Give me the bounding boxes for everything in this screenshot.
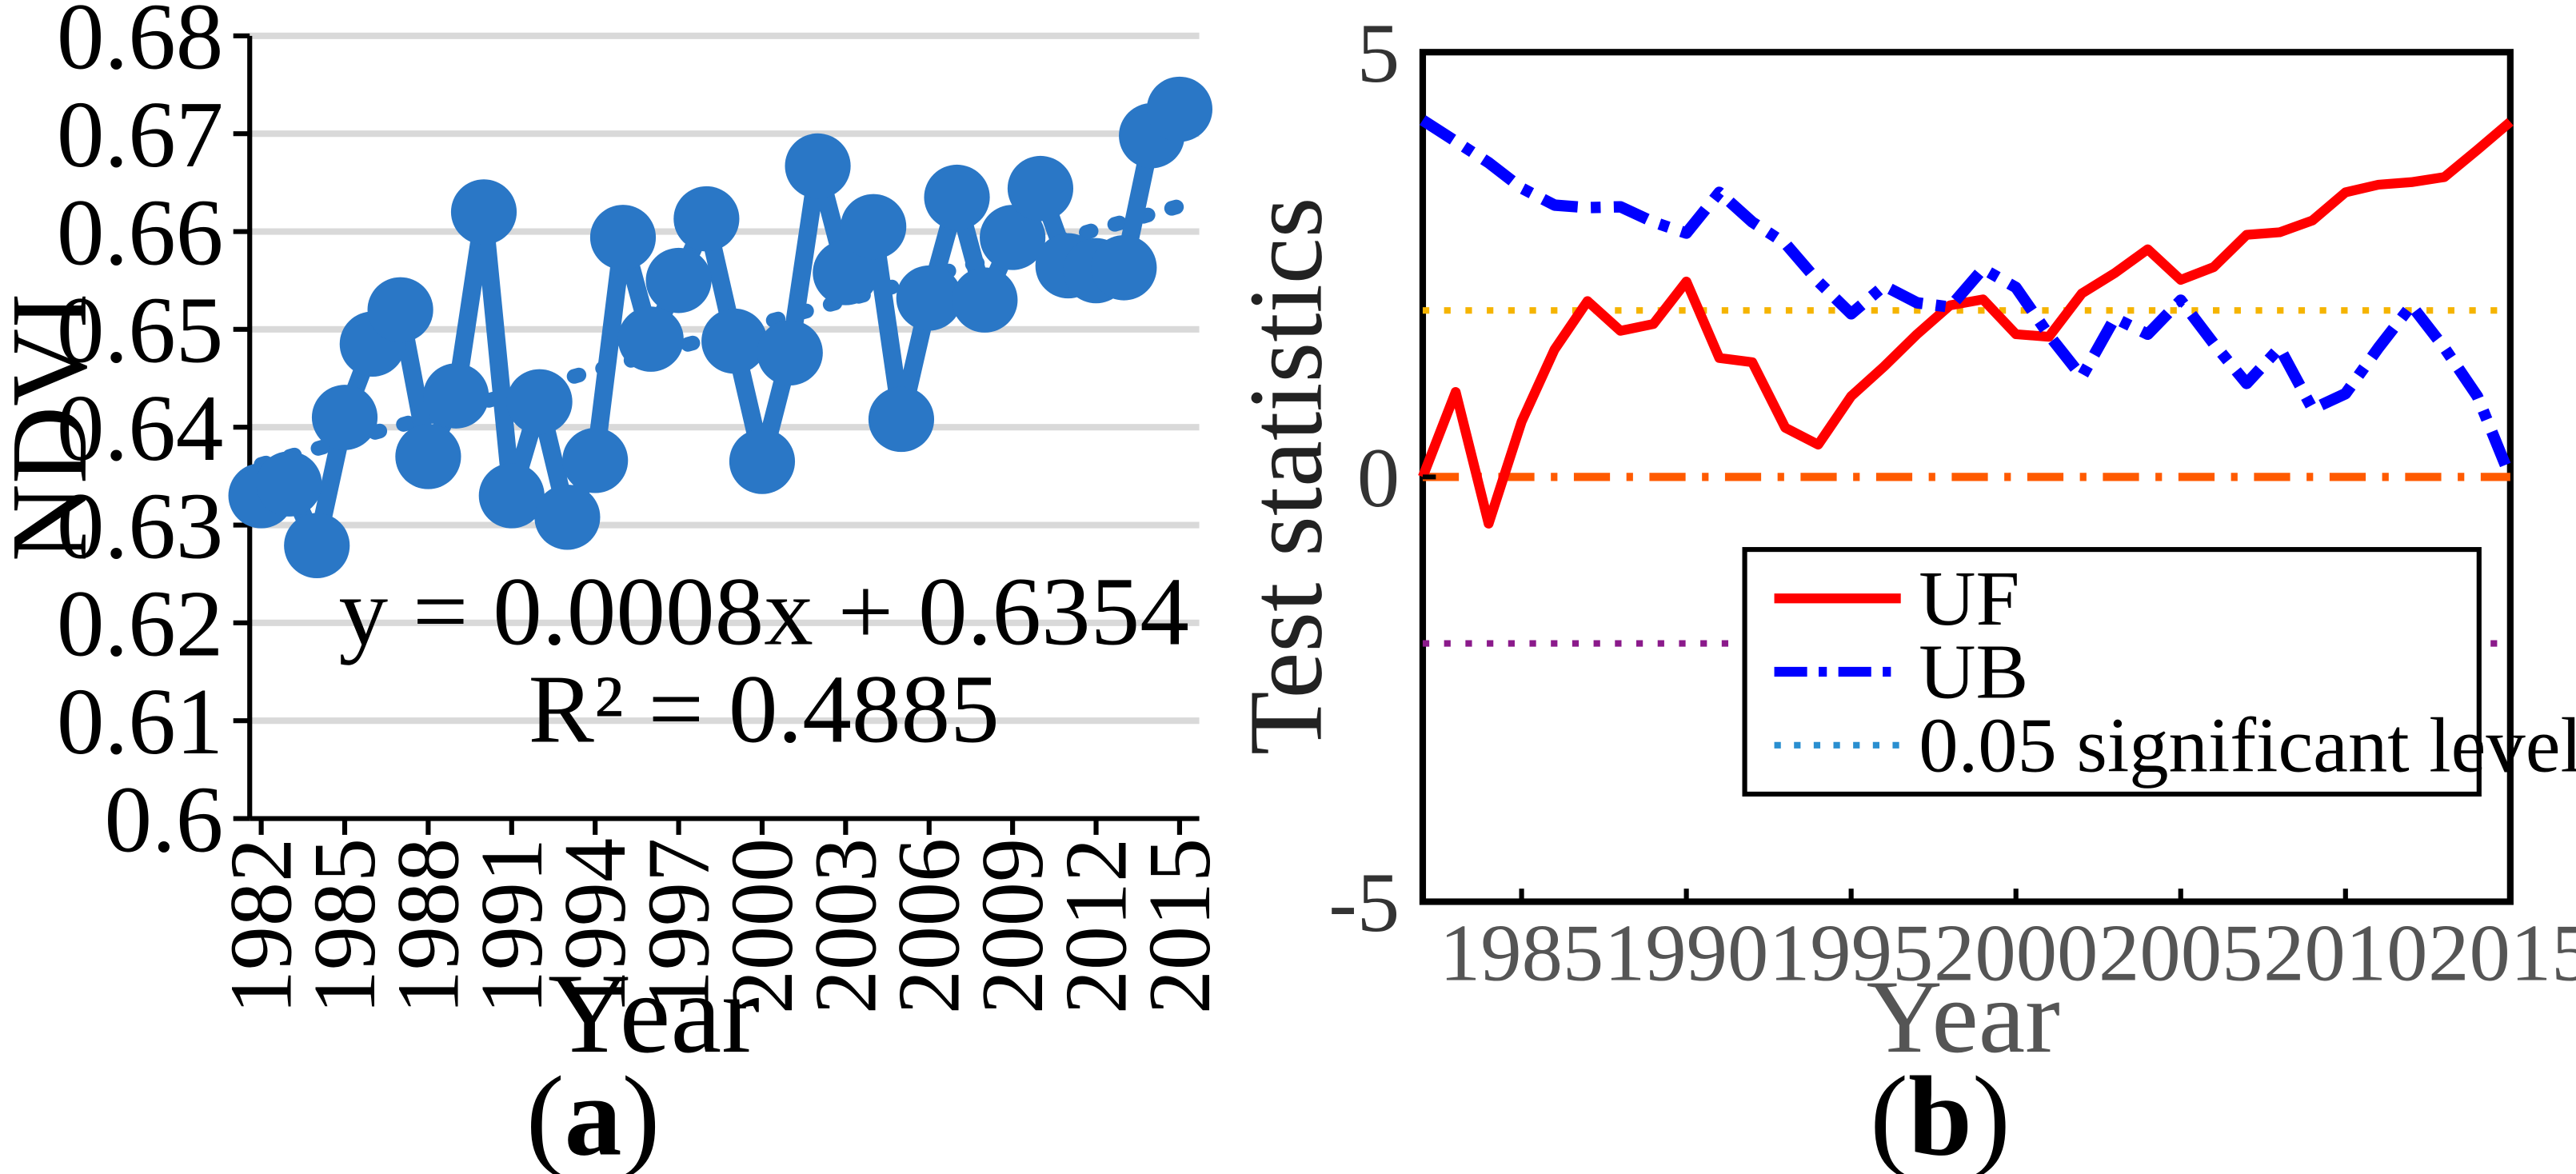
b-x-axis-label: Year [1867, 960, 2060, 1075]
a-y-tick-label: 0.67 [57, 82, 223, 187]
a-data-point [701, 308, 768, 374]
b-y-tick-labels: -5 0 5 [1328, 6, 1436, 950]
a-trend-equation: y = 0.0008x + 0.6354 [339, 557, 1189, 665]
b-x-tick-label: 2010 [2263, 908, 2427, 999]
a-x-tick-label: 2015 [1131, 838, 1228, 1014]
a-x-tick-label: 1997 [629, 838, 727, 1014]
a-y-tick-label: 0.61 [57, 669, 223, 774]
a-y-tick-labels: 0.60.610.620.630.640.650.660.670.68 [57, 0, 250, 872]
a-panel-label: (a) [526, 1052, 661, 1174]
a-data-point [645, 247, 712, 313]
a-x-tick-label: 2006 [880, 838, 977, 1014]
a-data-point [311, 385, 378, 450]
a-data-point [980, 205, 1046, 270]
a-data-point [423, 363, 489, 429]
a-data-point [589, 205, 657, 270]
b-x-tick-label: 2000 [1934, 908, 2098, 999]
b-legend-label: UF [1919, 555, 2019, 642]
a-data-point [924, 164, 990, 230]
a-data-point [868, 386, 935, 453]
b-x-tick-label: 1985 [1440, 908, 1604, 999]
b-x-tick-label: 2015 [2428, 908, 2576, 999]
a-data-point [562, 428, 629, 493]
a-y-tick-label: 0.65 [57, 278, 223, 383]
a-x-tick-labels: 1982198519881991199419972000200320062009… [212, 818, 1228, 1014]
b-reference-lines [1422, 307, 2510, 647]
b-x-tick-label: 1990 [1604, 908, 1768, 999]
a-x-tick-label: 1994 [546, 838, 644, 1014]
a-data-point [841, 194, 907, 260]
b-x-tick-label: 2005 [2099, 908, 2262, 999]
a-data-point [450, 179, 517, 245]
b-x-tick-label: 1995 [1769, 908, 1933, 999]
a-x-tick-label: 1988 [379, 838, 477, 1014]
b-series-uf [1418, 118, 2514, 529]
a-r-squared: R² = 0.4885 [529, 655, 1000, 763]
a-x-tick-label: 2003 [797, 838, 894, 1014]
a-data-point [284, 513, 350, 578]
a-data-point [1007, 155, 1074, 222]
panel-b-chart: -5 0 5 1985 1990 1995 2000 2005 2010 2015 UFUB0.… [1228, 6, 2576, 1174]
a-data-point [896, 265, 962, 331]
a-data-point [785, 133, 851, 199]
a-x-tick-label: 1985 [296, 838, 393, 1014]
a-data-point [1091, 235, 1157, 301]
a-y-tick-label: 0.64 [57, 375, 223, 481]
a-y-axis-label: NDVI [0, 293, 110, 561]
a-data-point [617, 306, 684, 372]
a-data-point [952, 267, 1018, 333]
b-panel-letter: b [1908, 1052, 1972, 1174]
a-y-tick-label: 0.66 [57, 180, 223, 286]
a-data-point [395, 424, 461, 489]
a-ndvi-markers [228, 76, 1213, 578]
a-y-tick-label: 0.62 [57, 571, 223, 677]
b-series-ub [1420, 115, 2516, 480]
b-y-tick-label: -5 [1328, 857, 1400, 951]
a-data-point [256, 451, 322, 517]
a-y-tick-label: 0.63 [57, 473, 223, 579]
a-data-point [729, 429, 796, 494]
a-y-tick-label: 0.68 [57, 0, 223, 90]
a-x-tick-label: 2012 [1047, 838, 1144, 1014]
b-panel-label: (b) [1870, 1052, 2011, 1174]
a-x-tick-label: 1982 [212, 838, 310, 1014]
a-y-tick-label: 0.6 [104, 767, 223, 873]
a-data-point [478, 463, 545, 529]
panel-a-chart: 0.60.610.620.630.640.650.660.670.68 1982… [0, 0, 1228, 1174]
b-series-lines [1418, 115, 2516, 529]
b-y-tick-label: 0 [1357, 431, 1400, 525]
a-data-point [534, 484, 601, 550]
a-x-axis-label: Year [548, 950, 760, 1076]
b-y-tick-label: 5 [1357, 6, 1400, 101]
a-data-point [673, 186, 740, 252]
a-data-point [1146, 76, 1213, 142]
a-data-point [506, 369, 573, 435]
a-x-tick-label: 2009 [964, 838, 1061, 1014]
a-data-point [757, 320, 823, 385]
a-panel-letter: a [565, 1052, 622, 1174]
b-x-tick-labels: 1985 1990 1995 2000 2005 2010 2015 [1440, 888, 2576, 998]
b-legend-label: UB [1919, 629, 2028, 716]
a-x-tick-label: 2000 [713, 838, 811, 1014]
a-data-point [367, 277, 433, 343]
b-y-axis-label: Test statistics [1228, 198, 1344, 756]
b-legend-label: 0.05 significant level [1919, 702, 2576, 789]
a-x-tick-label: 1991 [462, 838, 560, 1014]
